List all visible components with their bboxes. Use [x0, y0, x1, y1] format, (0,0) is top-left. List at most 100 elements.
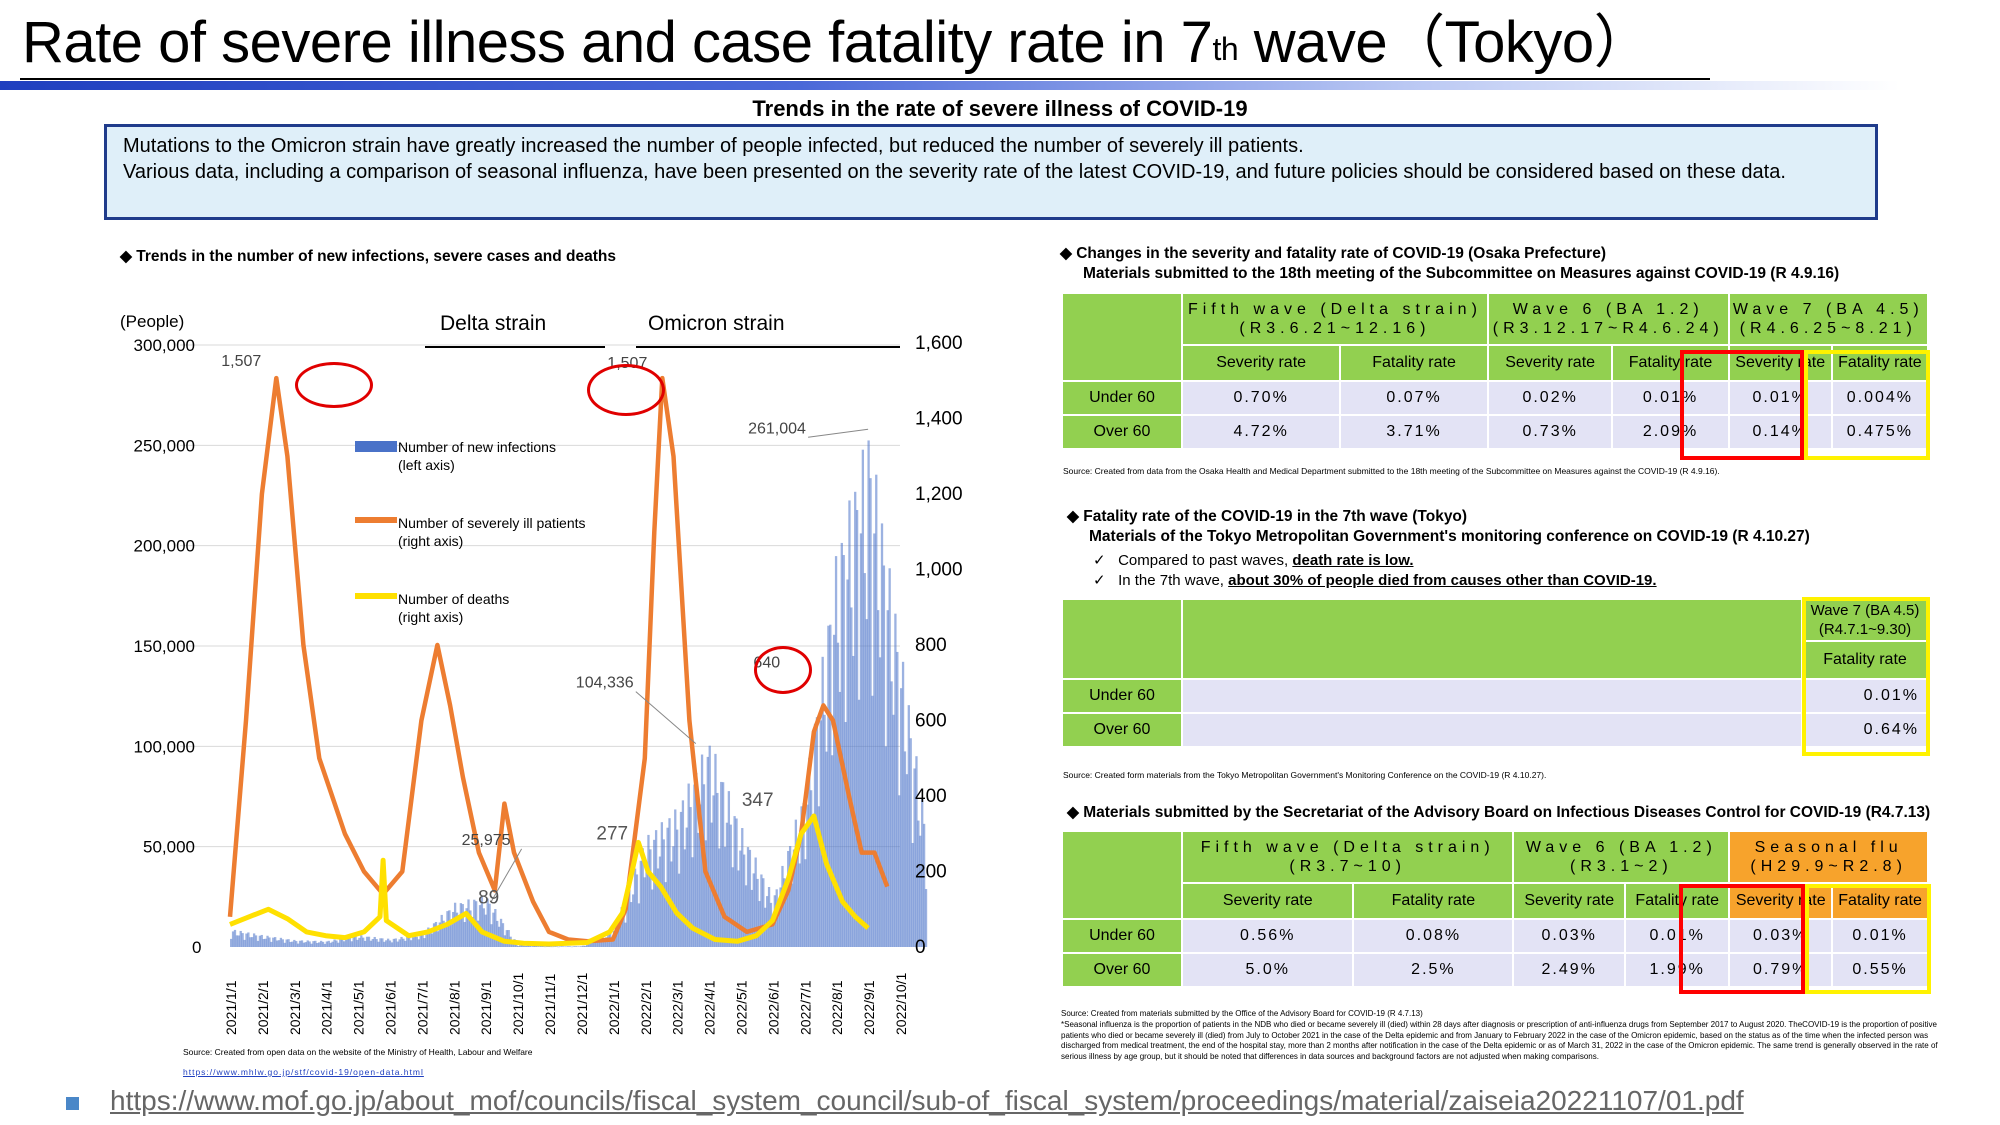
- infection-bar: [444, 925, 447, 947]
- infection-bar: [436, 931, 440, 947]
- infection-bar: [231, 931, 235, 947]
- advisory-col-severity: Severity rate: [1512, 882, 1627, 920]
- infection-bar: [442, 920, 445, 947]
- data-label: 1,507: [221, 353, 261, 370]
- infection-bar: [915, 756, 918, 947]
- title-underline: [20, 78, 1710, 80]
- infection-bar: [591, 942, 595, 947]
- infection-bar: [677, 873, 681, 947]
- infection-bar: [871, 695, 874, 947]
- infection-bar: [540, 946, 543, 947]
- infection-bar: [802, 803, 805, 947]
- osaka-cell: 0.70%: [1180, 380, 1342, 416]
- infection-bar: [656, 868, 660, 947]
- osaka-cell: 0.004%: [1830, 380, 1930, 416]
- x-axis-tick-label: 2021/5/1: [351, 980, 367, 1035]
- infection-bar: [886, 610, 889, 947]
- infection-bar: [672, 846, 675, 947]
- infection-bar: [643, 877, 646, 947]
- footer-link[interactable]: https://www.mof.go.jp/about_mof/councils…: [110, 1085, 1744, 1116]
- infection-bar: [578, 946, 581, 947]
- infection-bar: [272, 937, 275, 947]
- infection-bar: [438, 922, 441, 947]
- infection-bar: [846, 579, 849, 947]
- infection-bar: [390, 942, 394, 947]
- infection-bar: [342, 941, 346, 947]
- infection-bar: [890, 681, 893, 947]
- x-axis-tick-label: 2021/3/1: [287, 980, 303, 1035]
- infection-bar: [471, 917, 474, 947]
- infection-bar: [572, 946, 575, 947]
- infection-bar: [308, 941, 311, 947]
- legend-swatch: [355, 517, 397, 523]
- tokyo-corner: [1061, 598, 1183, 680]
- infection-bar: [247, 932, 250, 947]
- infection-bar: [561, 946, 564, 947]
- infection-bar: [486, 898, 489, 947]
- infection-bar: [551, 946, 554, 948]
- infection-bar: [431, 933, 434, 947]
- infection-bar: [674, 809, 677, 947]
- infection-bar: [333, 939, 336, 947]
- osaka-row-label: Under 60: [1061, 380, 1183, 416]
- advisory-corner: [1061, 830, 1183, 920]
- x-axis-tick-label: 2021/6/1: [383, 980, 399, 1035]
- infection-bar: [237, 935, 240, 947]
- osaka-wave-7: Wave 7 (BA 4.5) (R4.6.25~8.21): [1727, 292, 1930, 346]
- infection-bar: [924, 889, 928, 947]
- osaka-cell: 4.72%: [1180, 414, 1342, 450]
- infection-bar: [419, 934, 422, 947]
- page-title: Rate of severe illness and case fatality…: [22, 10, 1652, 75]
- infection-bar: [469, 910, 472, 947]
- x-axis-tick-label: 2022/6/1: [765, 980, 781, 1035]
- infection-bar: [365, 936, 369, 947]
- infection-bar: [538, 946, 541, 947]
- advisory-col-fatality: Fatality rate: [1352, 882, 1515, 920]
- infection-bar: [869, 478, 872, 947]
- data-label: 261,004: [748, 420, 806, 437]
- osaka-cell: 0.07%: [1339, 380, 1489, 416]
- chart-heading: ◆ Trends in the number of new infections…: [120, 248, 617, 265]
- osaka-severity-highlight: [1680, 350, 1804, 460]
- infection-bar: [386, 938, 390, 947]
- infection-bar: [767, 887, 771, 947]
- infection-bar: [689, 807, 692, 947]
- infection-bar: [586, 943, 589, 947]
- left-axis-unit: (People): [120, 312, 185, 331]
- right-axis-tick-label: 1,600: [915, 333, 963, 354]
- infection-bar: [398, 939, 401, 947]
- infection-bar: [668, 818, 671, 947]
- infection-bar: [593, 939, 597, 947]
- infection-bar: [687, 783, 690, 947]
- infection-bar: [676, 829, 679, 947]
- infection-bar: [429, 930, 432, 947]
- x-axis-tick-label: 2022/1/1: [606, 980, 622, 1035]
- tokyo-table: Wave 7 (BA 4.5) (R4.7.1~9.30) Fatality ra…: [1061, 598, 1929, 748]
- infection-bar: [335, 940, 338, 947]
- infection-bar: [785, 891, 788, 947]
- infection-bar: [446, 911, 449, 947]
- x-axis-tick-label: 2021/1/1: [223, 980, 239, 1035]
- chart-source-url[interactable]: https://www.mhlw.go.jp/stf/covid-19/open…: [183, 1067, 424, 1077]
- osaka-cell: 0.14%: [1727, 414, 1833, 450]
- infection-bar: [721, 782, 725, 947]
- osaka-fatality-highlight: [1804, 350, 1930, 460]
- infection-bar: [417, 939, 420, 947]
- infection-bar: [530, 946, 533, 947]
- x-axis-tick-label: 2022/8/1: [829, 980, 845, 1035]
- infection-bar: [341, 938, 344, 947]
- infection-bar: [777, 908, 780, 947]
- data-label: 89: [478, 887, 499, 908]
- osaka-cell: 0.02%: [1486, 380, 1614, 416]
- tokyo-row-label: Under 60: [1061, 678, 1183, 714]
- infection-bar: [639, 860, 642, 947]
- infection-bar: [848, 500, 851, 947]
- infection-bar: [628, 885, 631, 947]
- infection-bar: [697, 832, 700, 947]
- advisory-cell: 0.03%: [1512, 918, 1627, 954]
- infection-bar: [720, 781, 723, 947]
- advisory-cell: 0.03%: [1728, 918, 1834, 954]
- infection-bar: [626, 896, 629, 947]
- infection-bar: [400, 936, 403, 947]
- osaka-col-fatality: Fatality rate: [1339, 344, 1489, 382]
